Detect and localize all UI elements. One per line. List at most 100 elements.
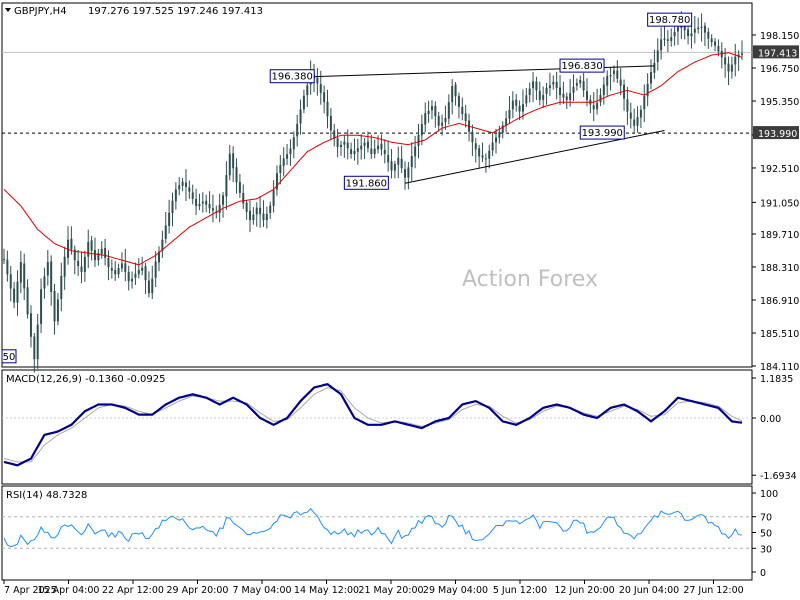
rsi-layer — [2, 507, 752, 549]
candle-body — [383, 149, 386, 155]
candle-body — [259, 207, 262, 215]
candle-body — [279, 165, 282, 173]
candle-body — [26, 287, 29, 315]
time-axis-label: 29 Apr 20:00 — [167, 585, 229, 596]
candle-body — [663, 38, 666, 40]
candle-body — [414, 146, 417, 157]
candle-body — [380, 143, 383, 150]
candle-body — [363, 142, 366, 146]
rsi-line — [3, 507, 743, 548]
candle-body — [471, 131, 474, 143]
price-annotation-label: 50 — [3, 352, 16, 363]
candle-body — [110, 267, 113, 271]
candle-body — [9, 274, 12, 289]
candle-body — [575, 83, 578, 86]
candle-body — [205, 200, 208, 205]
candle-body — [80, 266, 83, 272]
macd-axis-label: 0.00 — [760, 414, 781, 425]
candle-body — [629, 112, 632, 119]
watermark: Action Forex — [462, 267, 598, 292]
candle-body — [670, 37, 673, 41]
symbol-label: GBPJPY,H4 — [14, 6, 67, 17]
candle-body — [329, 115, 332, 131]
macd-label: MACD(12,26,9) -0.1360 -0.0925 — [6, 374, 166, 385]
candle-body — [339, 144, 342, 147]
candle-body — [53, 290, 56, 322]
price-axis-label: 196.750 — [760, 64, 799, 75]
candle-body — [653, 62, 656, 73]
candle-body — [724, 57, 727, 65]
candle-body — [619, 79, 622, 86]
candle-body — [218, 204, 221, 213]
candle-body — [158, 251, 161, 263]
price-annotation-box — [579, 125, 625, 140]
candle-body — [633, 119, 636, 126]
candle-body — [245, 202, 248, 212]
candle-body — [137, 269, 140, 275]
candle-body — [114, 270, 117, 275]
candle-body — [390, 161, 393, 171]
candle-body — [296, 123, 299, 137]
candle-body — [410, 156, 413, 168]
rsi-label: RSI(14) 48.7328 — [6, 490, 87, 501]
candle-body — [302, 95, 305, 110]
candle-body — [407, 167, 410, 178]
candle-body — [181, 181, 184, 186]
candle-body — [56, 299, 59, 322]
candle-body — [33, 336, 36, 360]
candle-body — [282, 158, 285, 166]
candle-body — [6, 259, 9, 275]
price-annotation-box — [1, 349, 17, 364]
symbol-dropdown-icon[interactable] — [5, 8, 11, 12]
candle-body — [174, 189, 177, 202]
candle-body — [191, 192, 194, 199]
candle-body — [168, 212, 171, 226]
candle-body — [292, 137, 295, 150]
candle-body — [3, 259, 5, 261]
candle-body — [272, 189, 275, 206]
candle-body — [323, 92, 326, 103]
candle-body — [46, 262, 49, 276]
candle-body — [585, 91, 588, 100]
candle-body — [70, 238, 73, 250]
time-axis-label: 7 Apr 2025 — [4, 585, 57, 596]
current-price-tag-label: 197.413 — [758, 48, 797, 59]
candle-body — [343, 141, 346, 145]
candle-body — [646, 83, 649, 97]
macd-main-line — [3, 383, 743, 467]
candle-body — [434, 105, 437, 117]
candle-body — [687, 29, 690, 37]
candle-body — [616, 70, 619, 79]
candle-body — [201, 201, 204, 204]
candle-body — [336, 138, 339, 147]
candle-body — [676, 27, 679, 32]
candle-body — [333, 130, 336, 139]
rsi-axis-label: 100 — [760, 489, 778, 500]
candle-body — [508, 109, 511, 119]
price-axis-label: 198.150 — [760, 31, 799, 42]
current-price-tag — [753, 45, 799, 59]
time-axis-label: 12 Jun 20:00 — [554, 585, 614, 596]
candle-body — [518, 105, 521, 112]
time-axis-label: 15 Apr 04:00 — [38, 585, 100, 596]
candle-body — [714, 41, 717, 46]
candle-body — [693, 28, 696, 33]
candle-body — [275, 173, 278, 190]
candle-body — [548, 85, 551, 89]
candle-body — [720, 50, 723, 58]
price-axis-label: 186.910 — [760, 296, 799, 307]
candle-body — [60, 275, 63, 300]
candle-body — [316, 77, 319, 84]
candle-body — [703, 25, 706, 33]
candle-body — [717, 45, 720, 52]
candle-body — [535, 81, 538, 91]
candle-body — [178, 185, 181, 190]
candle-body — [360, 145, 363, 150]
price-annotation-box — [647, 12, 693, 27]
candle-body — [481, 155, 484, 158]
time-axis-label: 27 Jun 12:00 — [683, 585, 743, 596]
candle-body — [154, 261, 157, 278]
candle-body — [417, 134, 420, 146]
macd-signal-line — [3, 387, 743, 463]
